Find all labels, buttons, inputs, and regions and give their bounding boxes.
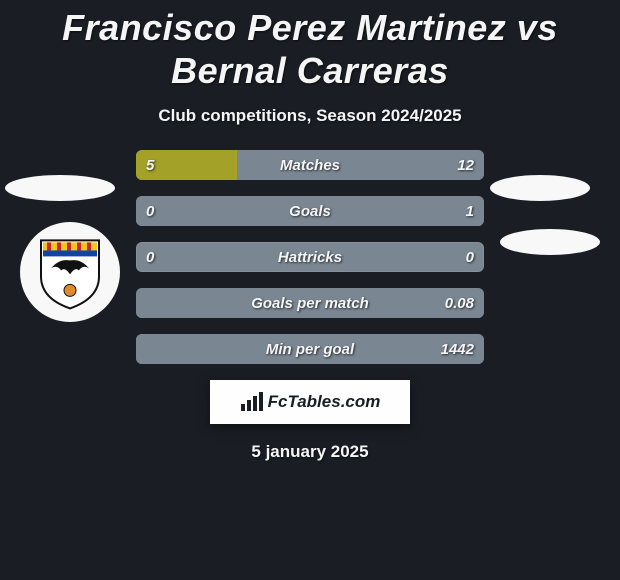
stat-value-left: 0 — [146, 196, 154, 226]
stat-row: Min per goal1442 — [10, 334, 610, 364]
stat-value-right: 12 — [457, 150, 474, 180]
stat-bar: Hattricks0 0 — [136, 242, 484, 272]
stat-row: Matches512 — [10, 150, 610, 180]
stat-value-right: 1442 — [441, 334, 474, 364]
bar-right-fill — [237, 150, 484, 180]
stat-bar: Goals01 — [136, 196, 484, 226]
bar-chart-icon — [240, 392, 264, 412]
subtitle: Club competitions, Season 2024/2025 — [0, 106, 620, 126]
date-label: 5 january 2025 — [0, 442, 620, 462]
stat-value-left: 0 — [146, 242, 154, 272]
stat-value-right: 0.08 — [445, 288, 474, 318]
page-title: Francisco Perez Martinez vs Bernal Carre… — [0, 0, 620, 92]
stat-row: Goals01 — [10, 196, 610, 226]
stat-bar: Min per goal1442 — [136, 334, 484, 364]
stat-value-right: 0 — [466, 242, 474, 272]
stat-value-right: 1 — [466, 196, 474, 226]
stat-bar: Goals per match0.08 — [136, 288, 484, 318]
stat-row: Goals per match0.08 — [10, 288, 610, 318]
bar-right-fill — [136, 196, 484, 226]
fctables-logo: FcTables.com — [210, 380, 410, 424]
bar-right-fill — [136, 334, 484, 364]
stats-area: Matches512Goals01Hattricks00Goals per ma… — [0, 150, 620, 364]
stat-row: Hattricks0 0 — [10, 242, 610, 272]
logo-text: FcTables.com — [268, 392, 381, 412]
stat-value-left: 5 — [146, 150, 154, 180]
stat-label: Hattricks — [136, 242, 484, 272]
stat-bar: Matches512 — [136, 150, 484, 180]
bar-right-fill — [136, 288, 484, 318]
